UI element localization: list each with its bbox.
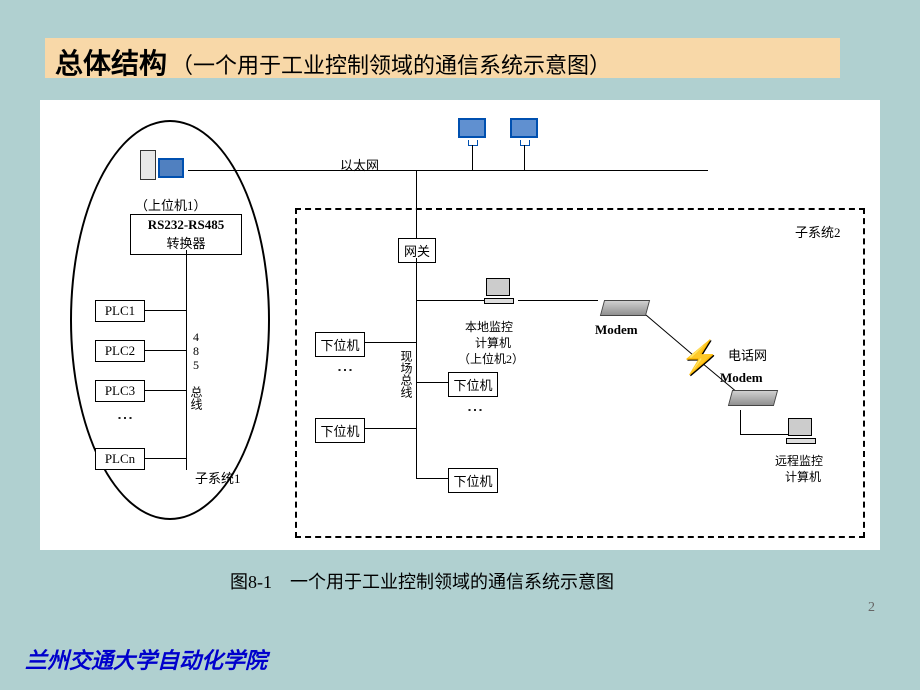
fieldbus-line xyxy=(416,258,417,478)
ellipsis-icon: ⋮ xyxy=(465,402,484,418)
ellipsis-icon: ⋮ xyxy=(335,362,354,378)
slave-box: 下位机 xyxy=(448,468,498,493)
modem1-label: Modem xyxy=(595,322,638,338)
pc-tower-icon xyxy=(140,150,156,180)
subsystem1-label: 子系统1 xyxy=(195,468,241,487)
keyboard-icon xyxy=(484,298,514,304)
connector-line xyxy=(188,170,250,171)
ethernet-label: 以太网 xyxy=(340,155,379,174)
slave-box: 下位机 xyxy=(315,418,365,443)
remote-l2: 计算机 xyxy=(785,468,821,485)
monitor-icon xyxy=(458,118,486,138)
connector-line xyxy=(416,478,448,479)
phone-label: 电话网 xyxy=(728,345,767,364)
connector-line xyxy=(145,390,186,391)
pc-icon xyxy=(486,278,510,296)
subsystem2-box xyxy=(295,208,865,538)
bus485-label: 485 总线 xyxy=(188,330,205,410)
ellipsis-icon: ⋮ xyxy=(115,410,134,426)
host2-label: （上位机2） xyxy=(458,350,524,367)
plc1-box: PLC1 xyxy=(95,300,145,322)
connector-line xyxy=(740,410,741,434)
lightning-icon: ⚡ xyxy=(680,338,720,376)
local-mon-l1: 本地监控 xyxy=(465,318,513,335)
page-number: 2 xyxy=(868,600,875,616)
footer-text: 兰州交通大学自动化学院 xyxy=(25,643,267,675)
connector-line xyxy=(740,434,788,435)
converter-l1: RS232-RS485 xyxy=(135,217,237,233)
gateway-box: 网关 xyxy=(398,238,436,263)
modem-icon xyxy=(728,390,778,406)
plcn-box: PLCn xyxy=(95,448,145,470)
plc3-box: PLC3 xyxy=(95,380,145,402)
pc-monitor-icon xyxy=(158,158,184,178)
subsystem2-label: 子系统2 xyxy=(795,222,841,241)
connector-line xyxy=(416,382,448,383)
pc-icon xyxy=(788,418,812,436)
figure-caption: 图8-1 一个用于工业控制领域的通信系统示意图 xyxy=(230,568,614,594)
connector-line xyxy=(518,300,598,301)
remote-l1: 远程监控 xyxy=(775,452,823,469)
diagram-area: 以太网 （上位机1） RS232-RS485 转换器 485 总线 PLC1 P… xyxy=(40,100,880,550)
ethernet-line xyxy=(248,170,708,171)
connector-line xyxy=(416,170,417,238)
monitor-icon xyxy=(510,118,538,138)
host1-label: （上位机1） xyxy=(135,195,207,214)
connector-line xyxy=(145,458,186,459)
title-bar: 总体结构 （一个用于工业控制领域的通信系统示意图） xyxy=(45,38,840,78)
connector-line xyxy=(472,145,473,170)
plc2-box: PLC2 xyxy=(95,340,145,362)
connector-line xyxy=(365,342,416,343)
connector-line xyxy=(524,145,525,170)
converter-box: RS232-RS485 转换器 xyxy=(130,214,242,255)
connector-line xyxy=(416,300,486,301)
title-main: 总体结构 xyxy=(55,49,167,80)
connector-line xyxy=(145,310,186,311)
slave-box: 下位机 xyxy=(448,372,498,397)
connector-line xyxy=(145,350,186,351)
local-mon-l2: 计算机 xyxy=(475,334,511,351)
modem2-label: Modem xyxy=(720,370,763,386)
slave-box: 下位机 xyxy=(315,332,365,357)
keyboard-icon xyxy=(786,438,816,444)
title-sub: （一个用于工业控制领域的通信系统示意图） xyxy=(171,53,611,78)
bus485-line xyxy=(186,250,187,470)
fieldbus-label: 现场总线 xyxy=(398,350,415,398)
connector-line xyxy=(365,428,416,429)
